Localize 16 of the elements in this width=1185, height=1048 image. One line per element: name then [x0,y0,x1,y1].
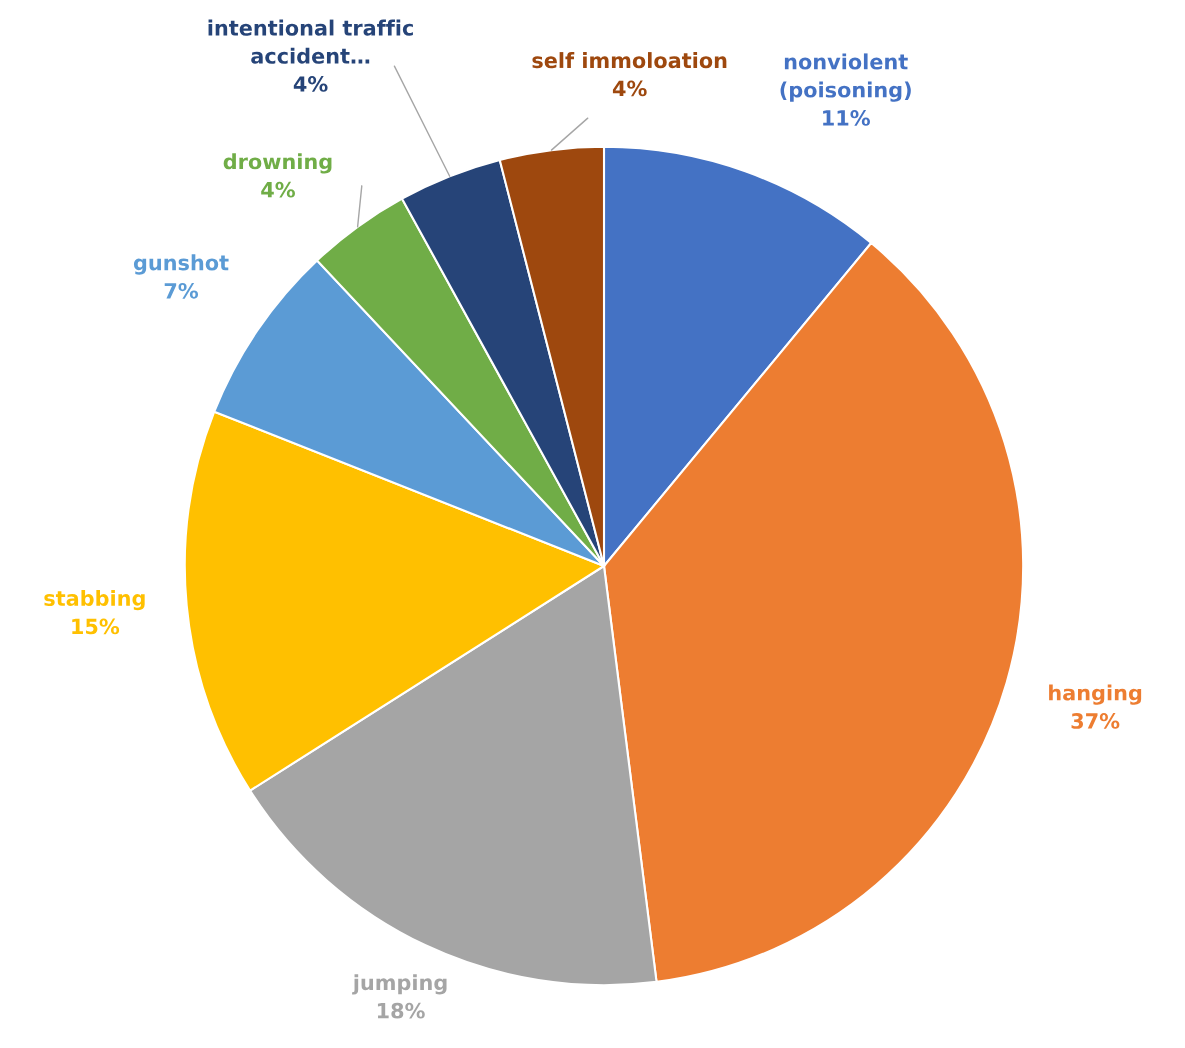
slice-label: hanging [1049,684,1142,705]
data-label: 18% [377,1002,425,1019]
data-label: 7% [164,282,199,299]
slice-label: self immoloation [532,52,727,69]
data-label: 4% [261,181,295,198]
slice-label: stabbing [44,589,145,611]
slice-label: intentional traffic accident… [208,19,413,64]
data-label: 11% [823,110,870,126]
data-label: 4% [612,80,647,97]
data-label: 15% [72,618,120,635]
slice-label: gunshot [133,254,229,275]
data-label: 4% [293,76,328,92]
slice-label: drowning [223,153,332,174]
data-label: 37% [1071,713,1120,729]
slice-label: nonviolent (poisoning) [780,53,911,102]
slice-label: jumping [352,974,447,995]
